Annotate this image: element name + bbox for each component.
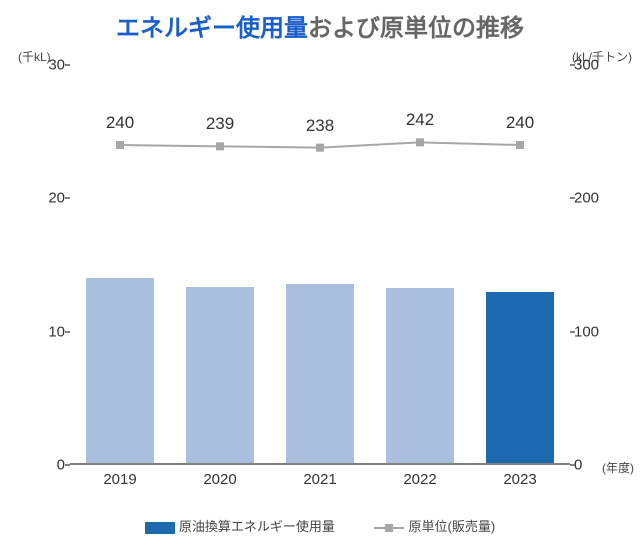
bar (86, 278, 154, 463)
ytick-right: 0 (574, 457, 612, 474)
chart-area: (千kL) (kL/千トン) (年度) 01020300100200300201… (0, 40, 640, 500)
line-marker (216, 142, 224, 150)
line-marker (516, 141, 524, 149)
line-data-label: 240 (106, 113, 134, 133)
bar (286, 284, 354, 463)
legend: 原油換算エネルギー使用量 原単位(販売量) (0, 516, 640, 535)
chart-title: エネルギー使用量および原単位の推移 (0, 0, 640, 43)
bar (186, 287, 254, 463)
x-category-label: 2019 (103, 471, 136, 488)
ytick-left: 20 (35, 190, 65, 207)
legend-item-bar: 原油換算エネルギー使用量 (145, 516, 335, 535)
legend-label-bar: 原油換算エネルギー使用量 (179, 519, 335, 534)
line-marker (316, 144, 324, 152)
ytick-right: 200 (574, 190, 612, 207)
ytick-left: 10 (35, 323, 65, 340)
legend-swatch-bar (145, 522, 175, 534)
line-data-label: 242 (406, 110, 434, 130)
title-highlight: エネルギー使用量 (116, 15, 308, 42)
bar (486, 292, 554, 463)
x-category-label: 2023 (503, 471, 536, 488)
x-category-label: 2021 (303, 471, 336, 488)
title-rest: および原単位の推移 (308, 15, 524, 42)
line-data-label: 238 (306, 116, 334, 136)
ytick-right: 300 (574, 57, 612, 74)
bar (386, 288, 454, 463)
ytick-left: 30 (35, 57, 65, 74)
line-data-label: 240 (506, 113, 534, 133)
line-marker (416, 138, 424, 146)
line-data-label: 239 (206, 114, 234, 134)
plot-area: 0102030010020030020192020202120222023240… (70, 65, 570, 465)
x-category-label: 2020 (203, 471, 236, 488)
line-marker (116, 141, 124, 149)
x-category-label: 2022 (403, 471, 436, 488)
legend-swatch-line (374, 522, 404, 534)
ytick-left: 0 (35, 457, 65, 474)
legend-item-line: 原単位(販売量) (374, 516, 495, 535)
legend-label-line: 原単位(販売量) (408, 519, 495, 534)
ytick-right: 100 (574, 323, 612, 340)
